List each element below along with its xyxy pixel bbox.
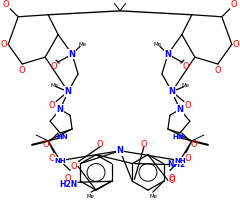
Text: HN: HN xyxy=(172,134,184,140)
Text: O: O xyxy=(168,176,175,185)
Text: O: O xyxy=(191,140,197,149)
Text: N: N xyxy=(168,87,175,96)
Text: N: N xyxy=(176,105,183,114)
Text: N: N xyxy=(164,50,171,59)
Text: Me: Me xyxy=(154,42,162,47)
Text: O: O xyxy=(43,140,49,149)
Text: N: N xyxy=(57,105,64,114)
Text: O: O xyxy=(185,154,191,163)
Text: O: O xyxy=(183,62,189,71)
Text: O: O xyxy=(141,140,147,149)
Text: O: O xyxy=(215,66,221,75)
Text: O: O xyxy=(233,40,239,49)
Text: N: N xyxy=(116,146,124,155)
Text: NH: NH xyxy=(54,158,66,164)
Text: O: O xyxy=(51,62,57,71)
Text: HN: HN xyxy=(56,134,68,140)
Text: NH: NH xyxy=(174,158,186,164)
Text: H2N: H2N xyxy=(59,180,77,189)
Text: Me: Me xyxy=(150,194,158,199)
Text: Me: Me xyxy=(86,194,94,199)
Text: O: O xyxy=(71,162,77,171)
Text: O: O xyxy=(49,154,55,163)
Text: O: O xyxy=(230,0,237,9)
Text: NH2: NH2 xyxy=(167,160,185,169)
Text: O: O xyxy=(65,174,72,183)
Text: O: O xyxy=(49,101,55,110)
Text: O: O xyxy=(19,66,25,75)
Text: O: O xyxy=(185,101,191,110)
Text: O: O xyxy=(1,40,7,49)
Text: N: N xyxy=(69,50,76,59)
Text: Me: Me xyxy=(50,83,58,88)
Text: Me: Me xyxy=(182,83,190,88)
Text: Me: Me xyxy=(78,42,86,47)
Text: N: N xyxy=(65,87,72,96)
Text: O: O xyxy=(3,0,10,9)
Text: O: O xyxy=(97,140,103,149)
Text: O: O xyxy=(168,174,175,183)
